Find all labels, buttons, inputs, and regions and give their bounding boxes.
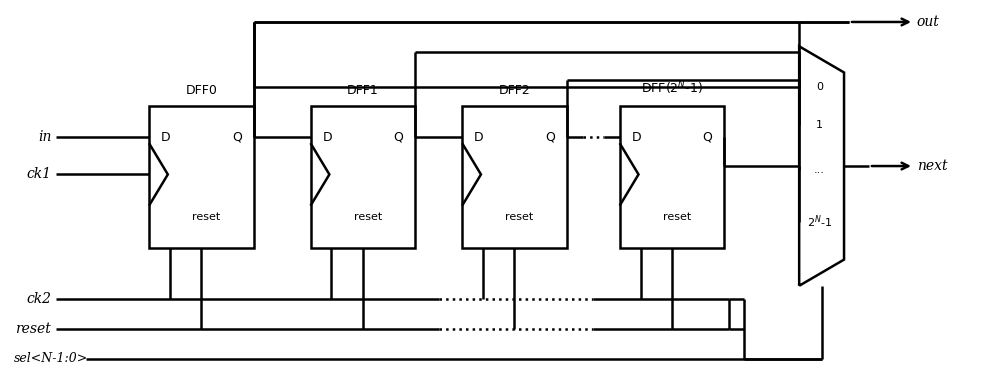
Text: D: D <box>632 131 641 144</box>
Text: in: in <box>38 130 51 144</box>
Text: DFF2: DFF2 <box>499 84 530 97</box>
Text: reset: reset <box>354 212 382 222</box>
Text: DFF0: DFF0 <box>185 84 217 97</box>
Bar <box>462 106 567 248</box>
Text: Q: Q <box>393 131 403 144</box>
Text: Q: Q <box>545 131 555 144</box>
Text: 1: 1 <box>816 120 823 130</box>
Text: reset: reset <box>663 212 691 222</box>
Text: D: D <box>322 131 332 144</box>
Text: reset: reset <box>192 212 220 222</box>
Text: out: out <box>917 15 940 29</box>
Text: reset: reset <box>505 212 534 222</box>
Text: reset: reset <box>15 322 51 336</box>
Text: ck1: ck1 <box>26 167 51 181</box>
Text: D: D <box>161 131 171 144</box>
Text: DFF1: DFF1 <box>347 84 379 97</box>
Text: ck2: ck2 <box>26 292 51 306</box>
Text: Q: Q <box>232 131 242 144</box>
Text: 2$^N$-1: 2$^N$-1 <box>807 214 832 230</box>
Text: 0: 0 <box>816 83 823 92</box>
Bar <box>149 106 254 248</box>
Bar <box>311 106 415 248</box>
Bar <box>620 106 724 248</box>
Text: D: D <box>474 131 484 144</box>
Text: sel<N-1:0>: sel<N-1:0> <box>14 352 89 365</box>
Polygon shape <box>799 46 844 286</box>
Text: next: next <box>917 159 947 173</box>
Text: DFF(2$^N$-1): DFF(2$^N$-1) <box>641 79 703 97</box>
Text: ...: ... <box>814 165 825 175</box>
Text: Q: Q <box>703 131 712 144</box>
